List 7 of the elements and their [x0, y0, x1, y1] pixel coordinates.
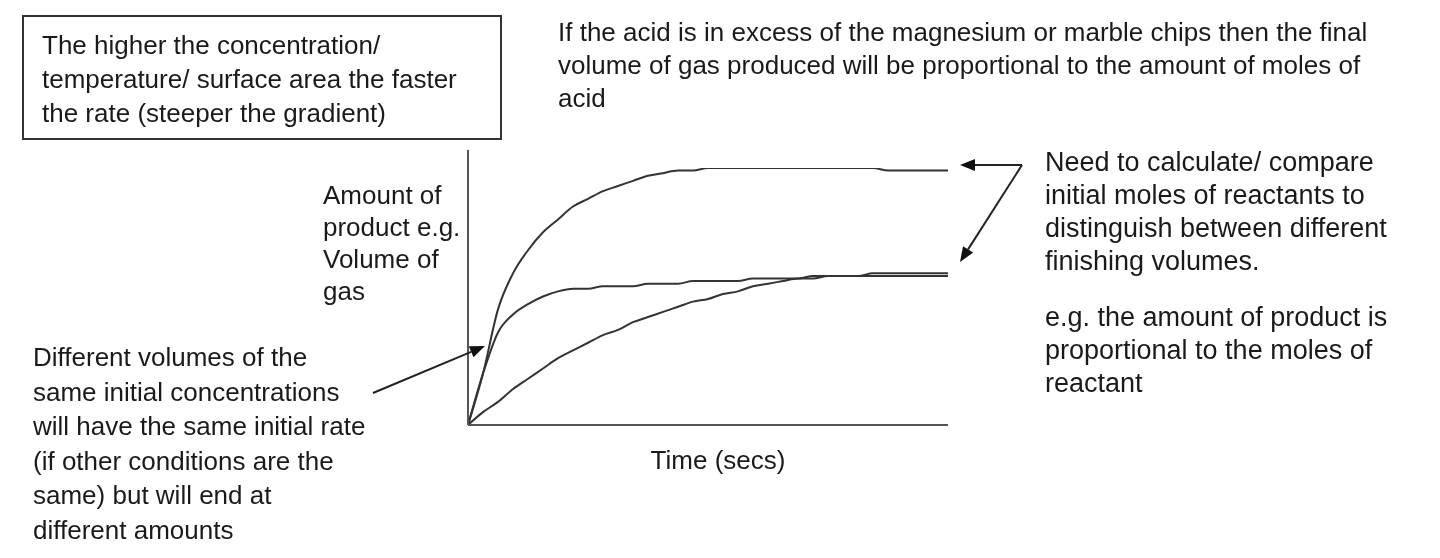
x-axis-title: Time (secs) — [649, 444, 787, 476]
text: If the acid is in excess of the magnesium or marble chips then the final volume of gas produced will be proportional to the amount of moles of acid — [558, 16, 1369, 115]
text: The higher the concentration/ temperature/ surface area the faster the rate (steeper the gradient) — [22, 15, 502, 140]
y-axis-title: Amount of product e.g. Volume of gas — [323, 179, 462, 307]
text: Need to calculate/ compare initial moles of reactants to distinguish between different finishing volumes. — [1045, 146, 1388, 278]
text: e.g. the amount of product is proportional to the moles of reactant — [1045, 301, 1389, 400]
text: Different volumes of the same initial concentrations will have the same initial rate (if other conditions are the same) but will end at different amounts — [33, 341, 367, 547]
